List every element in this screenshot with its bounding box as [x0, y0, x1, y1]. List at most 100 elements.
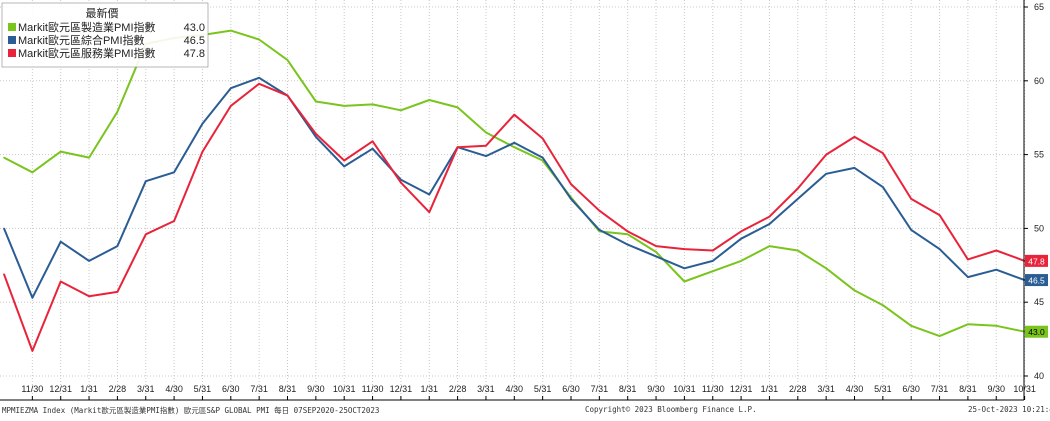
data-point — [258, 77, 260, 79]
x-tick-label: 9/30 — [307, 384, 325, 394]
data-point — [882, 186, 884, 188]
data-point — [88, 295, 90, 298]
x-tick-label: 8/31 — [959, 384, 977, 394]
x-tick-label: 1/31 — [80, 384, 98, 394]
x-tick-label: 11/30 — [21, 384, 43, 394]
x-tick-label: 3/31 — [477, 384, 495, 394]
legend-title: 最新價 — [86, 6, 119, 20]
data-point — [882, 152, 884, 154]
last-value-label: 46.5 — [1028, 276, 1045, 286]
data-point — [967, 276, 969, 278]
data-point — [995, 325, 998, 327]
data-point — [173, 171, 175, 174]
data-point — [485, 144, 487, 147]
legend-swatch-0 — [8, 23, 16, 31]
data-point — [853, 289, 856, 292]
data-point — [825, 153, 827, 156]
data-point — [315, 100, 317, 103]
x-tick-label: 4/30 — [846, 384, 864, 394]
y-tick-label: 45 — [1034, 297, 1044, 307]
data-point — [938, 248, 941, 250]
last-value-label: 43.0 — [1028, 327, 1045, 337]
data-point — [541, 159, 544, 162]
data-point — [598, 209, 601, 212]
data-point — [31, 171, 34, 174]
data-point — [910, 325, 912, 327]
data-point — [400, 109, 402, 112]
last-value-label: 47.8 — [1028, 256, 1045, 266]
data-point — [967, 258, 969, 261]
x-tick-label: 2/28 — [449, 384, 467, 394]
x-tick-label: 6/30 — [222, 384, 240, 394]
data-point — [825, 267, 827, 270]
data-point — [456, 106, 459, 109]
data-point — [797, 249, 799, 252]
legend-box — [1, 2, 209, 68]
x-tick-label: 7/31 — [250, 384, 268, 394]
y-tick-label: 65 — [1034, 2, 1044, 12]
data-point — [655, 255, 657, 258]
x-tick-label: 10/31 — [673, 384, 696, 394]
data-point — [201, 122, 204, 125]
legend-series-value: 46.5 — [184, 35, 205, 47]
x-tick-label: 5/31 — [534, 384, 552, 394]
data-point — [315, 136, 317, 138]
footer-source: MPMIEZMA Index (Markit歐元區製造業PMI指數) 歐元區S&… — [2, 406, 380, 415]
data-point — [711, 260, 714, 262]
footer-copyright: Copyright© 2023 Bloomberg Finance L.P. — [585, 405, 757, 414]
data-point — [825, 172, 827, 175]
data-point — [910, 198, 912, 200]
data-point — [144, 233, 147, 236]
x-tick-label: 7/31 — [591, 384, 609, 394]
footer-timestamp: 25-Oct-2023 10:21:49 — [968, 405, 1050, 414]
data-point — [655, 245, 657, 247]
data-point — [258, 38, 260, 41]
legend-series-value: 43.0 — [184, 22, 205, 34]
data-point — [740, 260, 742, 262]
y-axis: 40 45 50 55 60 65 — [1023, 0, 1044, 400]
data-point — [343, 159, 346, 162]
x-tick-label: 11/30 — [362, 384, 384, 394]
data-point — [740, 237, 742, 240]
data-point — [88, 156, 90, 159]
x-tick-label: 2/28 — [789, 384, 807, 394]
data-point — [541, 156, 544, 159]
x-tick-label: 9/30 — [647, 384, 665, 394]
data-point — [315, 133, 317, 135]
data-point — [116, 245, 119, 247]
data-point — [485, 155, 487, 157]
x-tick-label: 8/31 — [279, 384, 297, 394]
data-point — [853, 167, 856, 169]
data-point — [740, 230, 742, 233]
last-value-badge-0 — [1025, 325, 1048, 338]
x-tick-label: 10/31 — [1013, 384, 1036, 394]
x-tick-label: 4/30 — [506, 384, 524, 394]
x-tick-label: 1/31 — [761, 384, 779, 394]
data-point — [513, 113, 516, 116]
data-point — [230, 29, 232, 32]
data-point — [711, 249, 714, 252]
data-point — [371, 147, 374, 150]
data-point — [768, 223, 771, 225]
data-point — [768, 245, 771, 247]
legend-swatch-1 — [8, 36, 16, 44]
x-tick-label: 10/31 — [333, 384, 356, 394]
data-point — [201, 150, 204, 153]
data-point — [853, 136, 856, 138]
data-point — [513, 146, 516, 149]
x-tick-label: 1/31 — [420, 384, 438, 394]
data-point — [286, 94, 289, 97]
data-point — [59, 150, 62, 153]
data-point — [428, 99, 431, 101]
x-tick-label: 7/31 — [931, 384, 949, 394]
x-tick-label: 12/31 — [390, 384, 413, 394]
data-point — [31, 350, 34, 352]
data-point — [797, 187, 799, 190]
data-point — [626, 233, 629, 236]
x-tick-label: 3/31 — [137, 384, 155, 394]
data-point — [683, 248, 686, 250]
data-point — [626, 243, 629, 246]
data-point — [485, 131, 487, 134]
data-point — [3, 227, 5, 230]
